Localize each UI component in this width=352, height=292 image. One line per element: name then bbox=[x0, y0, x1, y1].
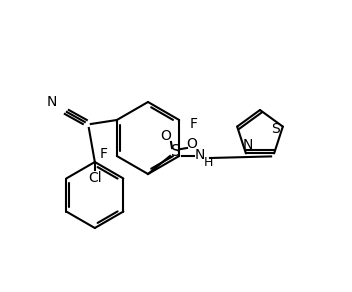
Text: N: N bbox=[195, 148, 205, 162]
Text: N: N bbox=[46, 95, 57, 109]
Text: F: F bbox=[189, 117, 197, 131]
Text: H: H bbox=[203, 156, 213, 168]
Text: Cl: Cl bbox=[88, 171, 102, 185]
Text: S: S bbox=[271, 121, 280, 135]
Text: N: N bbox=[243, 138, 253, 152]
Text: F: F bbox=[100, 147, 108, 161]
Text: S: S bbox=[171, 145, 181, 159]
Text: O: O bbox=[161, 129, 171, 143]
Text: O: O bbox=[187, 137, 197, 151]
